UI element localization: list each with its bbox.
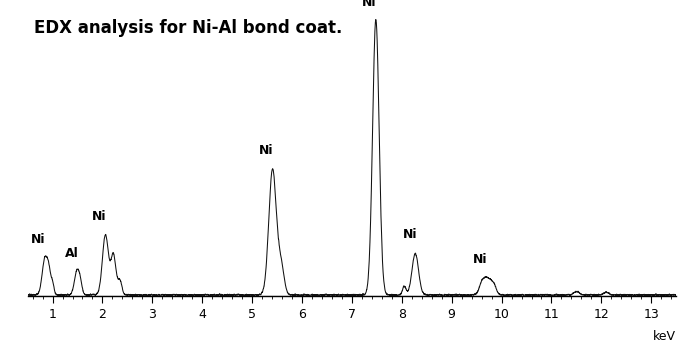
Text: Al: Al (65, 247, 79, 260)
Text: keV: keV (653, 330, 676, 343)
Text: Ni: Ni (31, 233, 46, 246)
Text: Ni: Ni (473, 254, 488, 266)
Text: Ni: Ni (362, 0, 377, 9)
Text: Ni: Ni (259, 144, 273, 157)
Text: Ni: Ni (402, 228, 417, 241)
Text: EDX analysis for Ni-Al bond coat.: EDX analysis for Ni-Al bond coat. (34, 19, 342, 37)
Text: Ni: Ni (92, 210, 106, 223)
